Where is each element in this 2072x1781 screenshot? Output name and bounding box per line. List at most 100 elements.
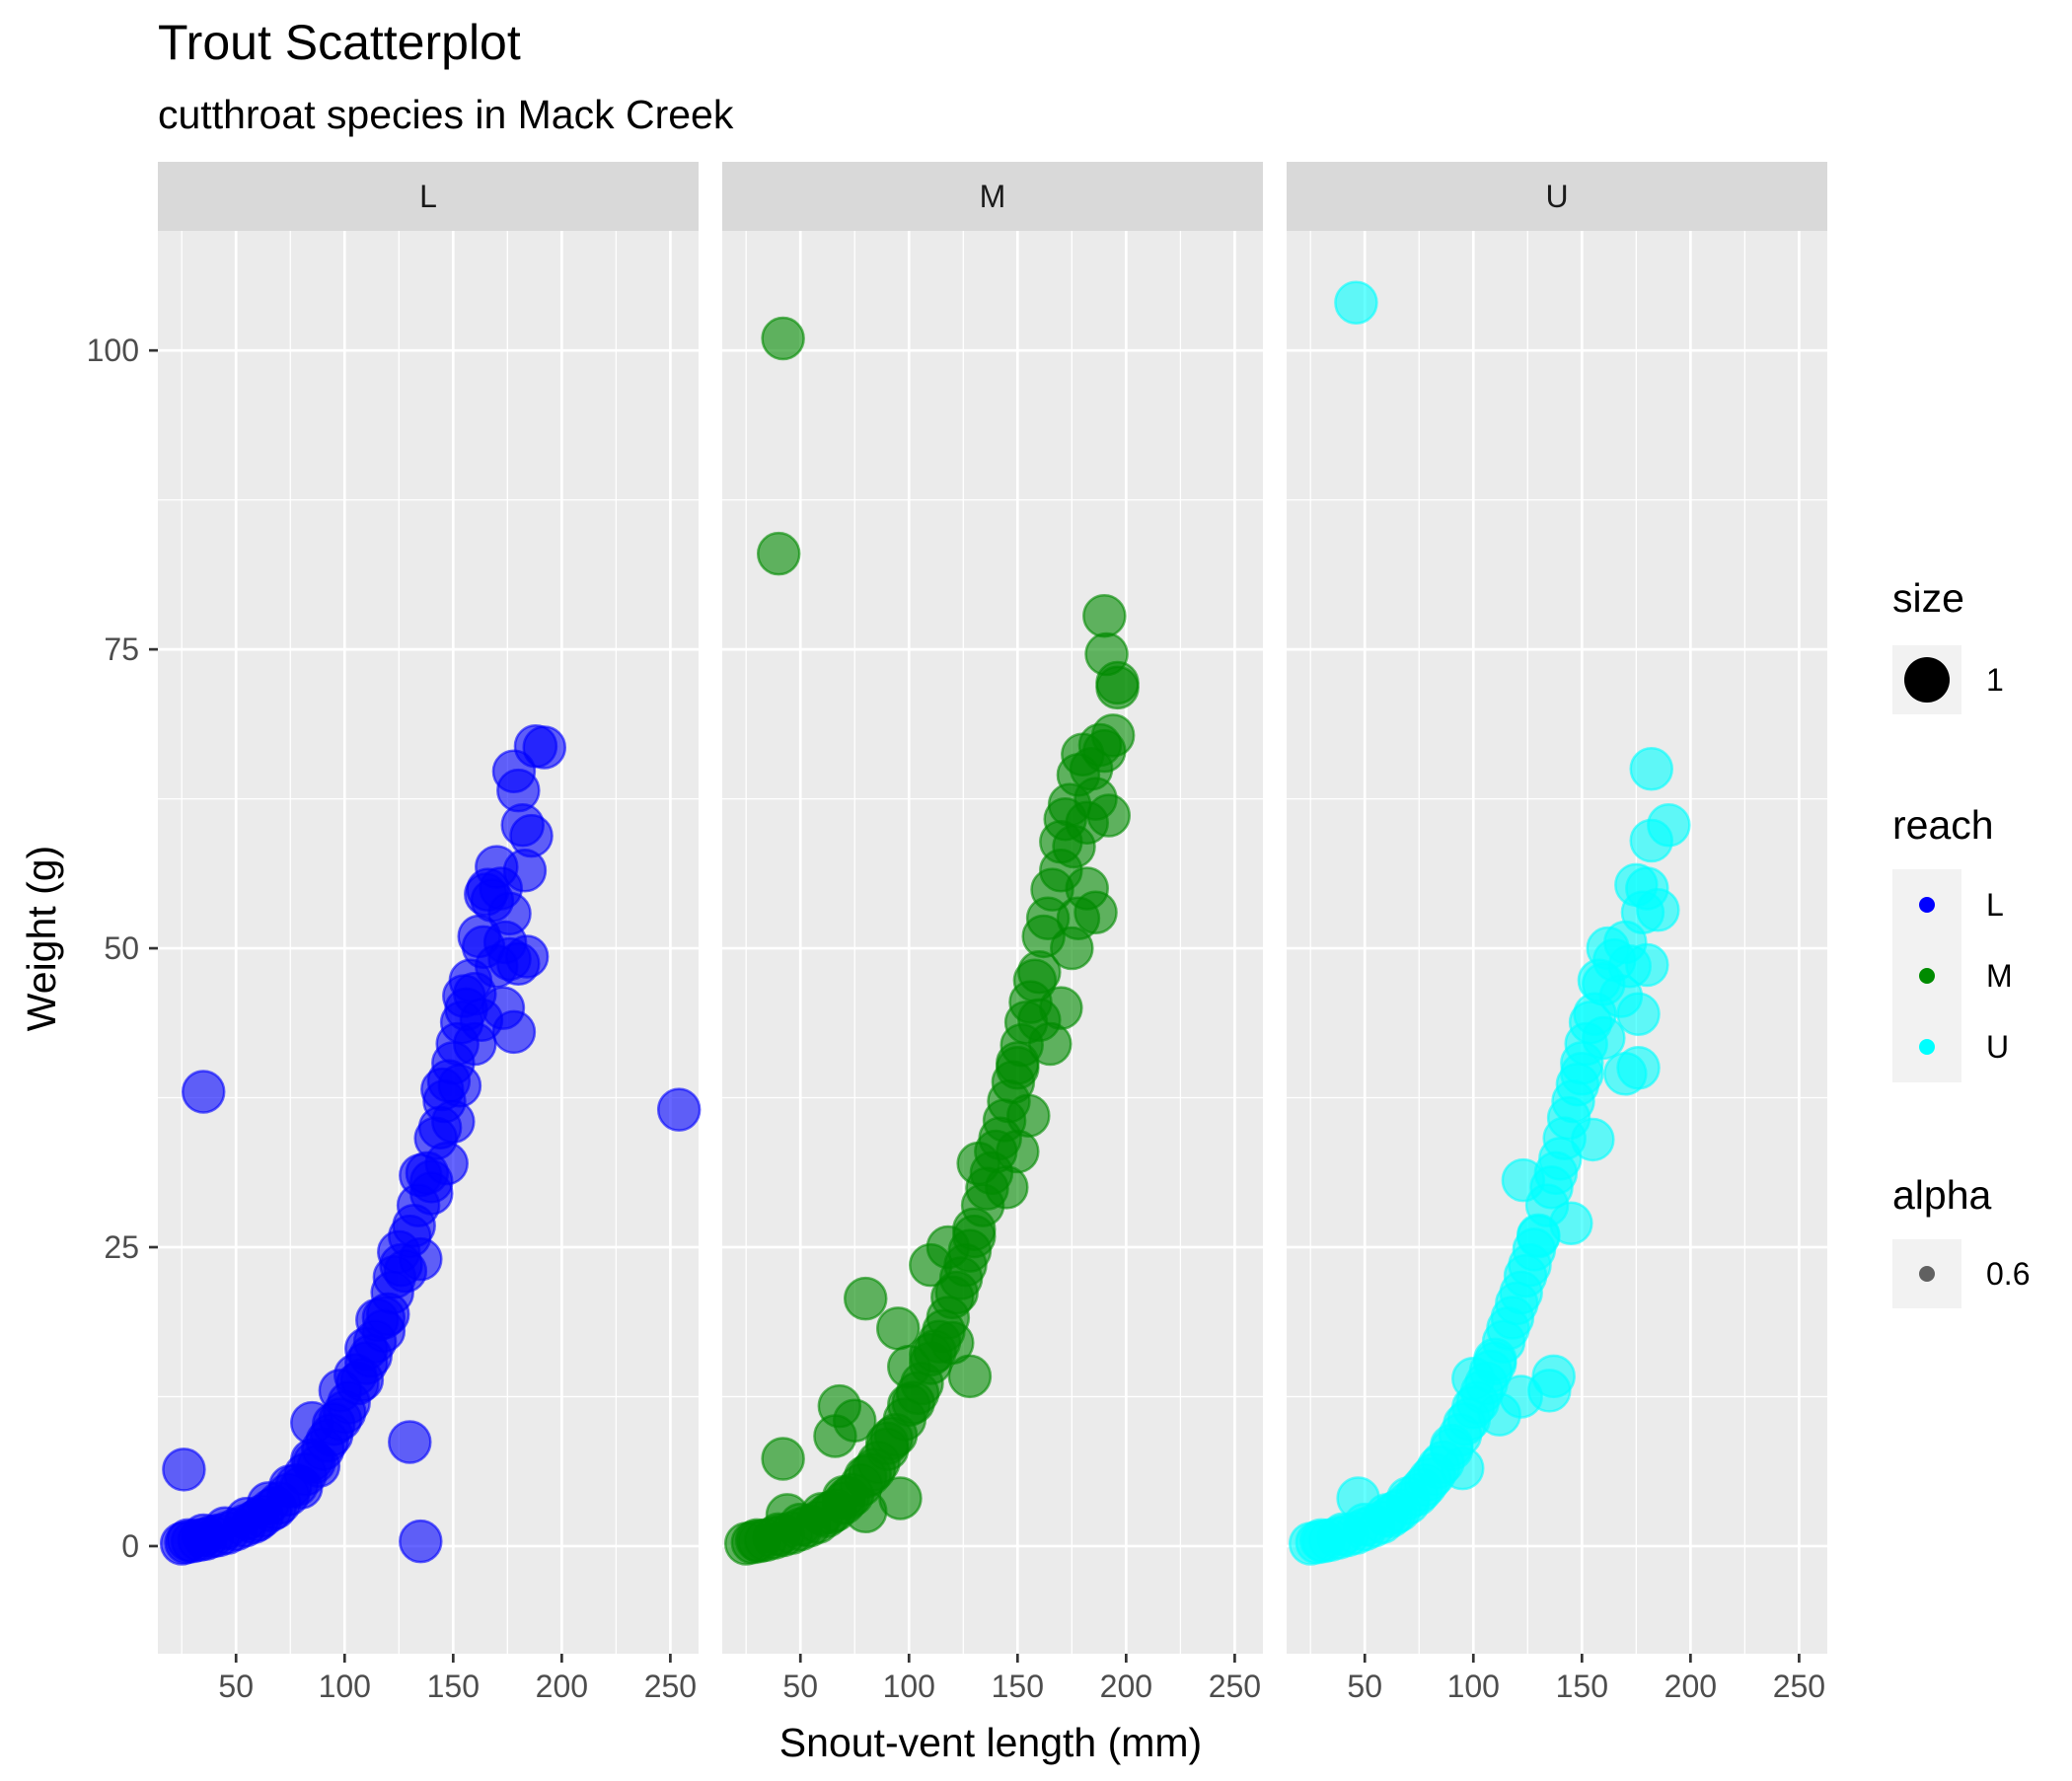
data-point (761, 316, 805, 361)
data-point (1501, 1157, 1546, 1203)
data-point (522, 725, 566, 770)
data-point (344, 1326, 389, 1372)
data-point (181, 1070, 226, 1114)
data-point (1451, 1357, 1496, 1401)
data-point (656, 1087, 702, 1132)
facet-panel-l: L 50 100 150 200 250 (158, 162, 702, 1704)
data-point (1334, 280, 1378, 325)
facet-strip-label: L (419, 179, 437, 214)
legend-color-marker-l (1919, 897, 1935, 913)
series-points-m (723, 316, 1140, 1566)
y-tick-label: 100 (87, 333, 139, 368)
chart-subtitle: cutthroat species in Mack Creek (158, 92, 734, 137)
x-tick-label: 50 (1347, 1669, 1382, 1704)
data-point (930, 1320, 975, 1366)
x-tick-label: 250 (1209, 1669, 1261, 1704)
x-tick-label: 50 (782, 1669, 818, 1704)
x-tick-label: 100 (1447, 1669, 1500, 1704)
data-point (761, 1437, 805, 1481)
facet-strip (1287, 162, 1827, 231)
legend-area: size 1 reach LMU alpha 0.6 (1892, 575, 2030, 1308)
data-point (290, 1400, 334, 1446)
data-point (1486, 1306, 1530, 1351)
facet-panel-u: U 50 100 150 200 250 (1287, 162, 1827, 1704)
data-point (388, 1420, 432, 1464)
panel-background (722, 231, 1263, 1654)
x-tick-label: 150 (427, 1669, 480, 1704)
data-point (1082, 593, 1127, 638)
data-point (504, 934, 550, 979)
data-point (813, 1414, 857, 1458)
x-axis-title: Snout-vent length (mm) (779, 1720, 1202, 1765)
legend-label: 1 (1986, 662, 2004, 698)
data-point (372, 1255, 417, 1299)
data-point (1636, 888, 1680, 932)
data-point (756, 531, 801, 576)
facet-strip (722, 162, 1263, 231)
data-point (459, 998, 504, 1043)
y-tick-label: 0 (121, 1528, 139, 1564)
data-point (1629, 747, 1673, 791)
data-point (487, 891, 532, 936)
y-axis-title: Weight (g) (19, 846, 64, 1031)
x-tick-label: 100 (883, 1669, 935, 1704)
x-tick-label: 100 (319, 1669, 371, 1704)
legend-label: U (1986, 1029, 2009, 1065)
data-point (876, 1306, 921, 1351)
data-point (1056, 896, 1101, 941)
data-point (1647, 802, 1691, 848)
x-tick-label: 150 (992, 1669, 1044, 1704)
panel-background (1287, 231, 1827, 1654)
data-point (318, 1369, 363, 1413)
data-point (1582, 1015, 1626, 1061)
legend-color-marker-u (1919, 1039, 1935, 1055)
x-tick-label: 200 (1100, 1669, 1152, 1704)
legend-label: 0.6 (1986, 1256, 2030, 1292)
data-point (1017, 998, 1062, 1043)
data-point (1555, 1062, 1600, 1107)
y-tick-label: 75 (104, 631, 139, 667)
legend-title: size (1892, 575, 1964, 621)
data-point (1477, 1392, 1521, 1437)
data-point (1090, 713, 1136, 758)
data-point (1549, 1201, 1593, 1246)
data-point (887, 1344, 931, 1389)
data-point (1625, 942, 1669, 988)
facet-panels: L 50 100 150 200 250 M 50 100 150 200 250 U 50 100 150 2… (158, 162, 1827, 1704)
series-points-l (159, 724, 702, 1566)
data-point (1441, 1446, 1485, 1491)
data-point (1571, 1117, 1615, 1162)
x-tick-label: 50 (218, 1669, 254, 1704)
x-tick-label: 150 (1556, 1669, 1608, 1704)
y-tick-label: 25 (104, 1229, 139, 1265)
data-point (956, 1141, 1000, 1186)
data-point (869, 1416, 914, 1461)
legend-alpha: alpha 0.6 (1892, 1172, 2030, 1308)
facet-strip-label: U (1545, 179, 1568, 214)
panel-background (158, 231, 699, 1654)
data-point (1603, 1052, 1648, 1096)
data-point (424, 1141, 469, 1186)
data-point (985, 1165, 1029, 1210)
facet-panel-m: M 50 100 150 200 250 (722, 162, 1263, 1704)
legend-label: L (1986, 887, 2004, 923)
chart-title: Trout Scatterplot (158, 15, 521, 70)
data-point (399, 1519, 443, 1564)
legend-size: size 1 (1892, 575, 2004, 714)
data-point (1095, 660, 1140, 705)
data-point (162, 1447, 206, 1492)
data-point (437, 1064, 482, 1108)
data-point (844, 1276, 888, 1321)
data-point (1512, 1227, 1557, 1272)
y-axis: 0 25 50 75 100 (87, 333, 158, 1564)
data-point (1336, 1476, 1380, 1521)
x-tick-label: 250 (644, 1669, 697, 1704)
legend-title: alpha (1892, 1172, 1992, 1218)
legend-label: M (1986, 958, 2013, 994)
data-point (844, 1489, 888, 1534)
y-tick-label: 50 (104, 930, 139, 966)
legend-reach: reach LMU (1892, 802, 2013, 1082)
series-points-u (1288, 280, 1691, 1566)
x-tick-label: 250 (1773, 1669, 1825, 1704)
